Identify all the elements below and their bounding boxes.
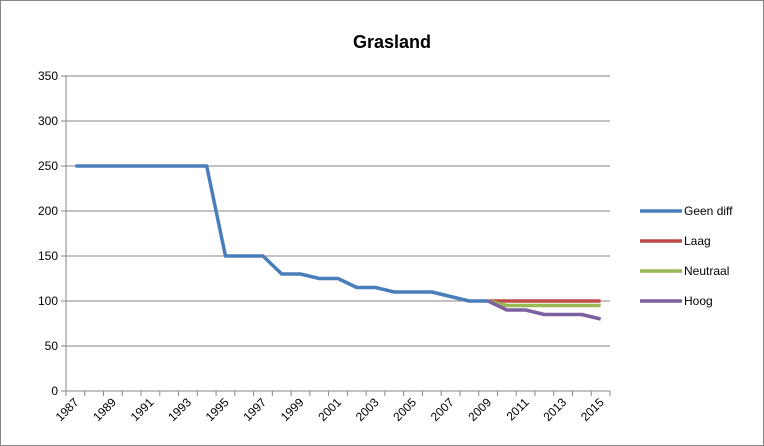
legend-label: Hoog (684, 294, 713, 308)
y-tick-label: 200 (38, 204, 58, 218)
y-tick-label: 50 (45, 339, 59, 353)
series-line (75, 164, 489, 303)
y-tick-label: 350 (38, 69, 58, 83)
y-tick-label: 250 (38, 159, 58, 173)
series-line (487, 299, 602, 321)
legend-label: Neutraal (684, 264, 729, 278)
y-tick-label: 150 (38, 249, 58, 263)
series-line (487, 299, 601, 308)
y-tick-label: 300 (38, 114, 58, 128)
legend-label: Geen diff (684, 204, 733, 218)
chart-title: Grasland (353, 32, 431, 52)
y-tick-label: 100 (38, 294, 58, 308)
legend-label: Laag (684, 234, 711, 248)
y-tick-label: 0 (51, 384, 58, 398)
